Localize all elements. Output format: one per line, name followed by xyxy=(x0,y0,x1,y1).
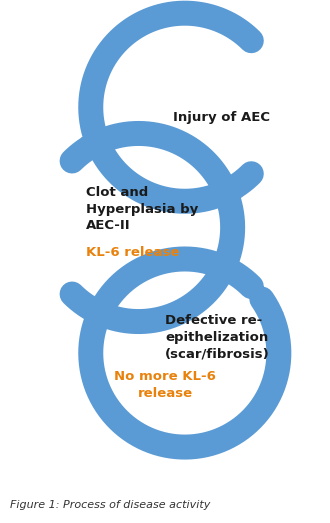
Text: Injury of AEC: Injury of AEC xyxy=(173,111,270,124)
Text: KL-6 release: KL-6 release xyxy=(86,246,179,258)
Text: Clot and
Hyperplasia by
AEC-II: Clot and Hyperplasia by AEC-II xyxy=(86,186,198,232)
Text: Figure 1: Process of disease activity: Figure 1: Process of disease activity xyxy=(10,500,210,510)
Text: No more KL-6
release: No more KL-6 release xyxy=(114,370,216,400)
Text: Defective re-
epithelization
(scar/fibrosis): Defective re- epithelization (scar/fibro… xyxy=(165,314,270,360)
